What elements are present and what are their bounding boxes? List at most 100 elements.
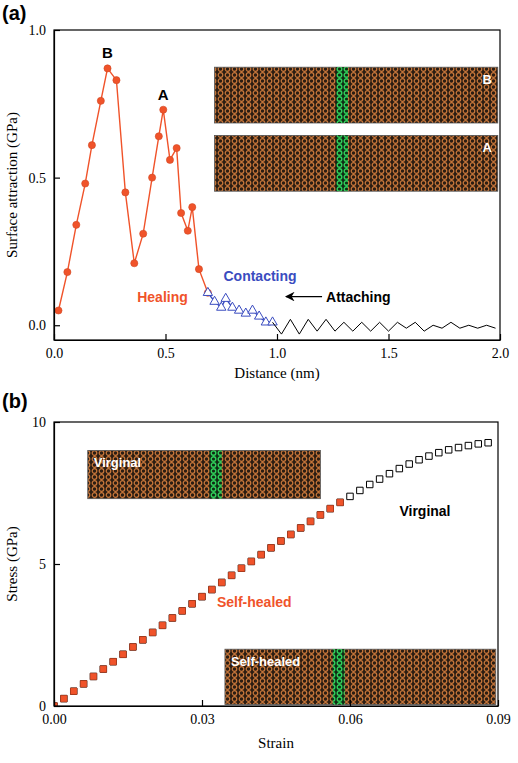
plot-frame	[54, 30, 500, 340]
data-point	[113, 77, 120, 84]
data-point	[217, 302, 226, 310]
data-point	[64, 269, 71, 276]
tick-mark	[500, 334, 501, 340]
data-point	[416, 457, 422, 463]
tick-mark	[54, 706, 60, 707]
axis-line	[54, 31, 55, 341]
data-point	[248, 558, 254, 564]
tick-label: 0.06	[338, 712, 363, 727]
tick: 0.03	[190, 700, 215, 727]
data-point	[426, 453, 432, 459]
plot-frame	[54, 422, 498, 706]
tick-label: 0.5	[157, 346, 175, 361]
data-point	[70, 688, 76, 694]
data-point	[268, 317, 277, 325]
inset-crack	[210, 450, 222, 498]
x-axis-title: Strain	[258, 735, 294, 751]
data-point	[90, 673, 96, 679]
data-point	[149, 629, 155, 635]
series-line	[273, 319, 496, 334]
data-point	[228, 572, 234, 578]
panel: VirginalSelf-healed0.000.030.060.090510S…	[2, 390, 511, 751]
data-point	[209, 586, 215, 592]
annotation: B	[102, 44, 113, 61]
inset-label: B	[482, 72, 491, 87]
tick-mark	[165, 334, 166, 340]
data-point	[90, 673, 96, 679]
annotation: A	[158, 86, 169, 103]
series-label: Virginal	[399, 503, 450, 519]
data-point	[130, 644, 136, 650]
data-point	[228, 302, 237, 310]
data-point	[258, 551, 264, 557]
inset-picture	[225, 649, 496, 704]
data-point	[396, 465, 402, 471]
data-point	[189, 204, 196, 211]
data-point	[189, 601, 195, 607]
tick-mark	[54, 30, 60, 31]
data-point	[104, 65, 111, 72]
data-point	[80, 681, 86, 687]
series-label: Attaching	[326, 289, 391, 305]
data-point	[110, 658, 116, 664]
data-point	[317, 512, 323, 518]
data-point	[140, 230, 147, 237]
tick: 10	[32, 415, 60, 430]
tick: 0.06	[338, 700, 363, 727]
series-label: Contacting	[223, 268, 296, 284]
data-point	[120, 651, 126, 657]
series-line	[58, 68, 207, 310]
data-point	[366, 481, 372, 487]
data-point	[110, 658, 116, 664]
tick: 1.0	[269, 334, 287, 361]
tick-label: 0	[39, 699, 46, 714]
panel: BA0.00.51.01.52.00.00.51.0Distance (nm)S…	[2, 2, 509, 382]
inset-label: Virginal	[94, 455, 141, 470]
data-point	[337, 499, 343, 505]
inset-crack	[336, 135, 348, 191]
y-axis-title: Surface attraction (GPa)	[4, 112, 21, 258]
data-point	[268, 545, 274, 551]
tick: 0.5	[157, 334, 175, 361]
series-line	[208, 293, 273, 323]
data-point	[258, 551, 264, 557]
tick-label: 1.0	[269, 346, 287, 361]
inset-label: Self-healed	[231, 654, 300, 669]
data-point	[218, 579, 224, 585]
tick-label: 1.5	[380, 346, 398, 361]
inset: B	[215, 67, 498, 123]
data-point	[234, 305, 243, 313]
data-point	[307, 518, 313, 524]
tick-mark	[54, 325, 60, 326]
tick: 0.0	[29, 318, 61, 333]
data-point	[131, 260, 138, 267]
data-point	[100, 666, 106, 672]
inset-picture	[215, 67, 498, 123]
plot-area	[54, 439, 491, 706]
data-point	[169, 615, 175, 621]
data-point	[149, 174, 156, 181]
data-point	[155, 133, 162, 140]
tick-label: 0.0	[46, 346, 64, 361]
data-point	[160, 106, 167, 113]
inset: Virginal	[88, 450, 321, 498]
data-point	[184, 227, 191, 234]
data-point	[80, 681, 86, 687]
data-point	[327, 505, 333, 511]
x-axis: 0.000.030.060.09	[42, 700, 511, 727]
panel-letter: (a)	[2, 2, 26, 24]
data-point	[178, 209, 185, 216]
tick-mark	[350, 700, 351, 706]
data-point	[406, 461, 412, 467]
data-point	[221, 293, 230, 301]
tick: 0.5	[29, 171, 61, 186]
data-point	[173, 145, 180, 152]
data-point	[297, 525, 303, 531]
inset: A	[215, 135, 498, 191]
data-point	[307, 518, 313, 524]
tick-label: 10	[32, 415, 46, 430]
data-point	[61, 695, 67, 701]
tick-mark	[277, 334, 278, 340]
data-point	[347, 493, 353, 499]
data-point	[288, 531, 294, 537]
